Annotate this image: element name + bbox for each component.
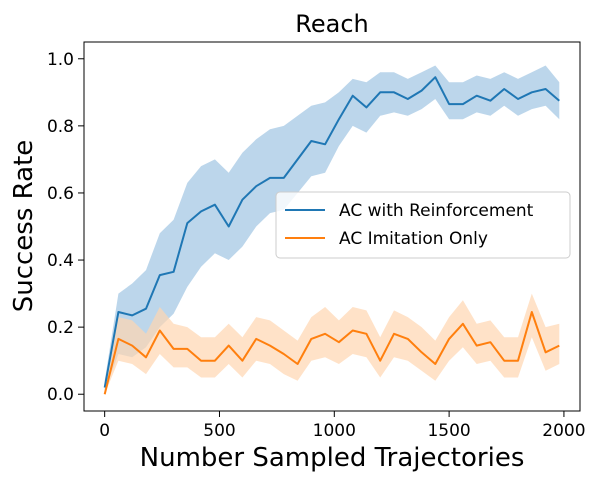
x-axis-label: Number Sampled Trajectories	[140, 443, 525, 473]
y-tick-label: 0.6	[47, 184, 74, 204]
x-tick-label: 0	[99, 421, 110, 441]
legend: AC with Reinforcement AC Imitation Only	[275, 191, 571, 259]
x-tick-label: 1500	[427, 421, 470, 441]
x-axis-ticks: 0 500 1000 1500 2000	[99, 411, 586, 441]
y-axis-ticks: 0.0 0.2 0.4 0.6 0.8 1.0	[47, 50, 84, 405]
x-tick-label: 1000	[313, 421, 356, 441]
band-ac-imitation-only	[104, 293, 560, 395]
y-axis-label: Success Rate	[9, 140, 39, 313]
legend-box	[275, 191, 571, 259]
series-lines	[103, 76, 560, 395]
legend-label-reinforcement: AC with Reinforcement	[339, 201, 534, 221]
y-tick-label: 0.0	[47, 385, 74, 405]
plot-area-frame	[83, 41, 581, 412]
y-tick-label: 0.2	[47, 318, 74, 338]
series-line-ac-with-reinforcement	[103, 76, 560, 388]
series-line-ac-imitation-only	[103, 311, 560, 395]
x-tick-label: 2000	[542, 421, 585, 441]
legend-label-imitation: AC Imitation Only	[339, 229, 488, 249]
y-tick-label: 0.4	[47, 251, 74, 271]
x-tick-label: 500	[203, 421, 235, 441]
y-tick-label: 1.0	[47, 50, 74, 70]
y-tick-label: 0.8	[47, 117, 74, 137]
chart-title: Reach	[295, 10, 368, 38]
